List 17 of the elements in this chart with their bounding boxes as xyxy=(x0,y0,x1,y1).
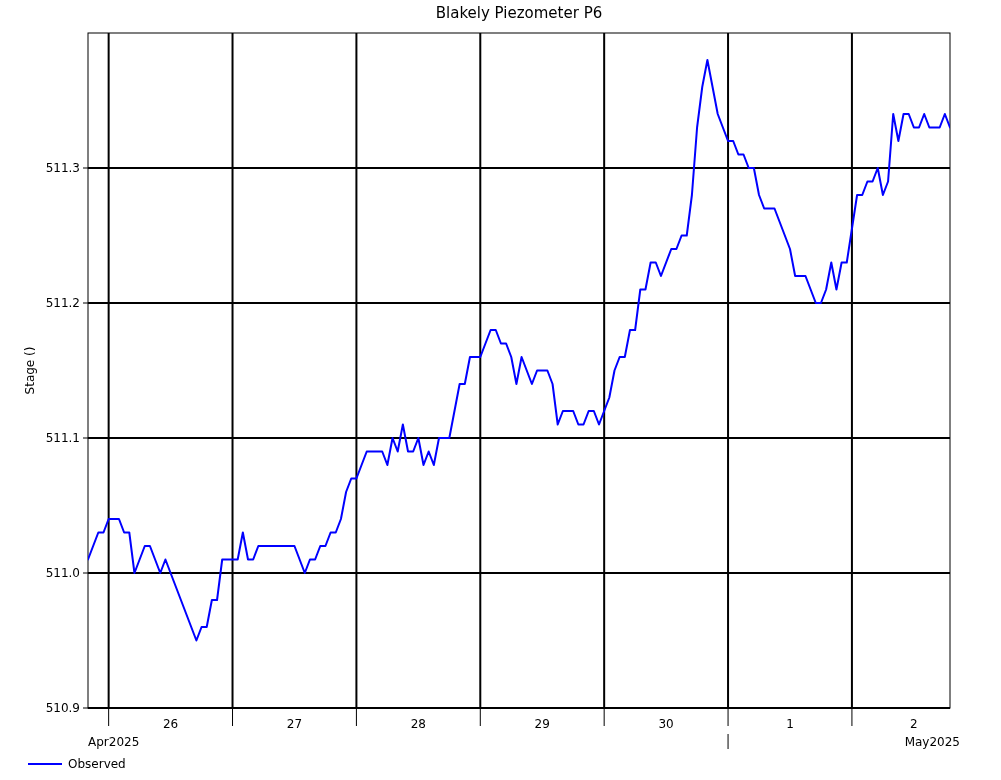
y-tick-label: 511.1 xyxy=(45,431,80,446)
y-tick-label: 511.2 xyxy=(45,296,80,311)
legend-label: Observed xyxy=(68,757,126,772)
x-tick-label: 28 xyxy=(410,717,426,731)
x-tick-label: 29 xyxy=(534,717,550,731)
y-axis-title: Stage () xyxy=(23,346,37,395)
y-tick-label: 511.3 xyxy=(45,161,80,176)
x-tick-label: 26 xyxy=(162,717,179,731)
x-tick-label: 2 xyxy=(910,717,918,731)
x-tick-label: 27 xyxy=(286,717,303,731)
chart-title: Blakely Piezometer P6 xyxy=(435,4,603,22)
x-tick-label: 1 xyxy=(786,717,794,731)
x-tick-label: 30 xyxy=(658,717,674,731)
text: May2025 xyxy=(904,735,960,749)
y-tick-label: 510.9 xyxy=(45,701,80,716)
text: Apr2025 xyxy=(88,735,140,749)
y-tick-label: 511.0 xyxy=(45,566,80,581)
